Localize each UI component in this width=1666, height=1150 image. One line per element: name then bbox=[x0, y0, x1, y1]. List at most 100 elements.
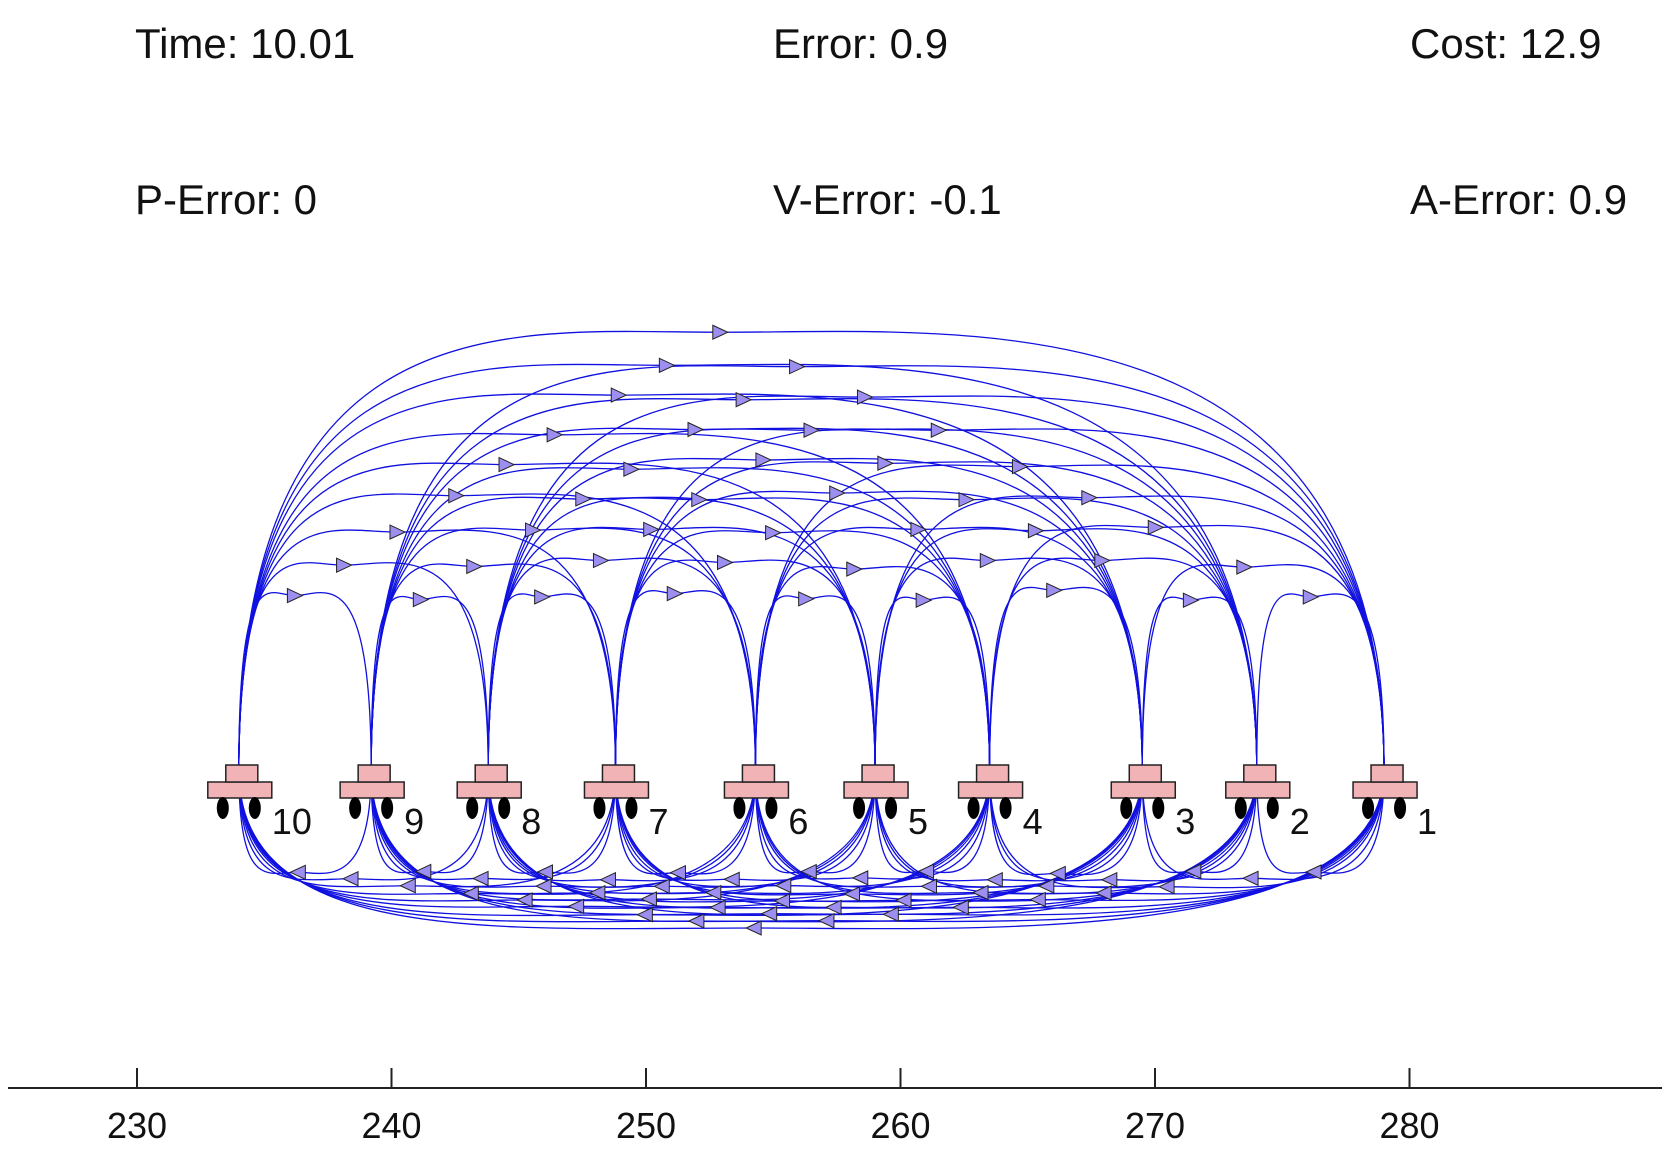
link-arrowhead bbox=[829, 485, 846, 501]
link-arrowhead bbox=[773, 893, 791, 909]
error-readout: Error: 0.9 bbox=[773, 20, 948, 67]
link-arrowhead bbox=[336, 557, 353, 573]
link-curve bbox=[874, 596, 991, 771]
wheel-icon bbox=[216, 797, 229, 819]
wheel-icon bbox=[248, 797, 261, 819]
link-arrowhead bbox=[1046, 582, 1063, 599]
link-curve bbox=[487, 395, 1385, 771]
link-curve bbox=[754, 565, 991, 771]
link-arrowhead bbox=[1302, 589, 1320, 605]
link-arrowhead bbox=[1304, 864, 1322, 880]
wheel-icon bbox=[1266, 797, 1279, 819]
link-arrowhead bbox=[448, 487, 465, 504]
link-arrowhead bbox=[610, 387, 628, 403]
link-arrowhead bbox=[716, 554, 734, 571]
link-curve bbox=[754, 526, 1143, 771]
vehicle-body bbox=[583, 781, 650, 799]
vehicle-10: 10 bbox=[207, 764, 312, 842]
link-arrowhead bbox=[723, 871, 740, 888]
link-curve bbox=[238, 363, 1258, 771]
link-arrowhead bbox=[1182, 592, 1200, 609]
wheel-icon bbox=[885, 797, 898, 819]
vehicle-body bbox=[1352, 781, 1418, 799]
link-curve bbox=[487, 593, 617, 771]
vehicle-cabin bbox=[1128, 764, 1163, 783]
link-arrowhead bbox=[817, 912, 835, 929]
link-arrowhead bbox=[575, 491, 592, 507]
link-arrowhead bbox=[399, 877, 416, 894]
vehicle-body bbox=[339, 781, 405, 799]
vehicle-8: 8 bbox=[456, 764, 541, 842]
stats-panel: Time: 10.01 Error: 0.9 Cost: 12.9 P-Erro… bbox=[135, 20, 1627, 223]
vehicle-body bbox=[1110, 781, 1177, 799]
v-error-readout: V-Error: -0.1 bbox=[773, 176, 1002, 223]
link-curve bbox=[614, 428, 1385, 771]
vehicle-label: 1 bbox=[1417, 801, 1437, 842]
vehicle-9: 9 bbox=[339, 764, 424, 842]
link-arrowhead bbox=[920, 878, 938, 895]
vehicle-label: 3 bbox=[1175, 801, 1195, 842]
link-arrowhead bbox=[930, 422, 948, 438]
link-arrowhead bbox=[760, 905, 778, 922]
link-curve bbox=[370, 595, 489, 771]
a-error-readout: A-Error: 0.9 bbox=[1410, 176, 1627, 223]
wheel-icon bbox=[1234, 797, 1247, 819]
link-arrowhead bbox=[1037, 878, 1055, 894]
vehicle-cabin bbox=[975, 764, 1010, 783]
link-arrowhead bbox=[856, 389, 874, 405]
wheel-icon bbox=[381, 797, 394, 819]
link-arrowhead bbox=[666, 585, 684, 602]
wheel-icon bbox=[967, 797, 980, 819]
link-arrowhead bbox=[1094, 885, 1112, 901]
link-arrowhead bbox=[534, 878, 552, 894]
link-arrowhead bbox=[986, 871, 1003, 888]
link-curve bbox=[874, 557, 1143, 771]
vehicle-2: 2 bbox=[1225, 764, 1310, 842]
vehicle-body bbox=[1225, 781, 1291, 799]
wheel-icon bbox=[765, 797, 778, 819]
link-curve bbox=[614, 530, 991, 771]
link-arrowhead bbox=[414, 863, 432, 880]
link-curve bbox=[238, 529, 617, 771]
link-arrowhead bbox=[341, 870, 359, 887]
link-arrowhead bbox=[744, 920, 762, 936]
link-arrowhead bbox=[687, 421, 705, 438]
link-arrowhead bbox=[567, 898, 585, 915]
link-arrowhead bbox=[952, 899, 969, 916]
link-arrowhead bbox=[1241, 870, 1259, 887]
time-readout: Time: 10.01 bbox=[135, 20, 355, 67]
link-arrowhead bbox=[774, 877, 792, 894]
link-arrowhead bbox=[1081, 489, 1099, 506]
vehicles: 1 2 3 4 5 6 7 8 9 10 bbox=[207, 764, 1437, 842]
link-arrowhead bbox=[515, 892, 533, 908]
link-arrowhead bbox=[803, 422, 821, 438]
axis-tick-label: 260 bbox=[870, 1105, 930, 1146]
link-arrowhead bbox=[843, 886, 861, 902]
wheel-icon bbox=[593, 797, 606, 819]
position-axis: 230 240 250 260 270 280 bbox=[8, 1068, 1662, 1146]
link-arrowhead bbox=[658, 357, 676, 374]
link-arrowhead bbox=[687, 913, 705, 929]
link-arrowhead bbox=[894, 892, 912, 909]
vehicle-cabin bbox=[225, 764, 259, 783]
wheel-icon bbox=[1394, 797, 1407, 819]
axis-tick-label: 280 bbox=[1379, 1105, 1439, 1146]
axis-tick-label: 270 bbox=[1125, 1105, 1185, 1146]
wheel-icon bbox=[625, 797, 638, 819]
vehicle-label: 9 bbox=[404, 801, 424, 842]
vehicle-label: 10 bbox=[272, 801, 312, 842]
wheel-icon bbox=[498, 797, 511, 819]
p-error-readout: P-Error: 0 bbox=[135, 176, 317, 223]
vehicle-cabin bbox=[474, 764, 508, 783]
vehicle-cabin bbox=[357, 764, 391, 783]
link-arrowheads bbox=[286, 324, 1322, 936]
link-arrowhead bbox=[755, 452, 773, 468]
vehicle-label: 6 bbox=[788, 801, 808, 842]
vehicle-body bbox=[723, 781, 790, 799]
vehicle-cabin bbox=[741, 764, 776, 783]
link-arrowhead bbox=[534, 589, 551, 605]
link-curve bbox=[238, 562, 489, 771]
link-arrowhead bbox=[789, 358, 806, 375]
link-curve bbox=[1141, 564, 1385, 771]
link-arrowhead bbox=[592, 552, 610, 569]
